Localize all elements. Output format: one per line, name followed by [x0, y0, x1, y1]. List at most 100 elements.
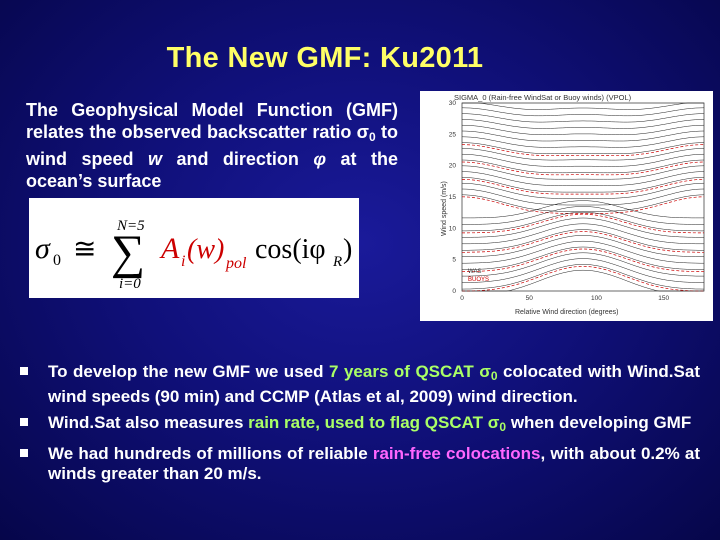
contour-line [461, 182, 705, 199]
contour-line [461, 264, 705, 290]
buoy-contour-line [461, 161, 705, 176]
sigma-symbol: σ [479, 362, 491, 381]
contour-line [461, 130, 705, 142]
plot-ylabel: Wind speed (m/s) [441, 181, 448, 236]
slide-title: The New GMF: Ku2011 [166, 42, 484, 74]
legend-was: WAS [468, 269, 481, 275]
contour-line [462, 211, 704, 232]
contour-line [462, 229, 704, 251]
contour-line [461, 194, 705, 212]
contour-line [461, 119, 705, 129]
bullet-text: To develop the new GMF we used [48, 362, 329, 381]
buoy-contour-line [461, 248, 705, 273]
formula-lhs-sub: 0 [53, 252, 61, 269]
y-tick-label: 10 [449, 225, 457, 232]
formula-term-arg: (w) [187, 234, 224, 265]
contour-line [462, 206, 704, 225]
bullet-highlight: rain rate, used to flag QSCAT [248, 413, 484, 432]
intro-line3: and direction [176, 149, 299, 169]
contour-line [461, 165, 705, 180]
intro-text: The Geophysical Model Function (GMF) rel… [26, 99, 398, 192]
bullet-text: Wind.Sat also measures [48, 413, 249, 432]
y-tick-labels: 0 5 10 15 20 25 30 [449, 100, 457, 295]
contour-line [462, 258, 704, 283]
formula-sum-top: N=5 [116, 218, 145, 234]
y-tick-label: 0 [452, 288, 456, 295]
contour-line [461, 142, 705, 154]
buoy-contour-line [462, 213, 704, 234]
plot-frame [461, 102, 705, 292]
legend-buoys: BUOYS [468, 277, 489, 283]
bullet-text: We had hundreds of millions of reliable [48, 443, 373, 463]
buoy-contour-line [462, 266, 704, 292]
y-tick-label: 30 [449, 100, 457, 107]
formula-approx: ≅ [73, 234, 96, 265]
sigma-symbol: σ [487, 413, 500, 432]
contour-line [462, 223, 704, 245]
y-tick-label: 25 [449, 131, 457, 138]
contour-line [461, 188, 705, 206]
contour-line [461, 171, 705, 186]
formula-term: A [159, 232, 180, 265]
contour-line [461, 113, 705, 123]
formula-term-pol: pol [225, 255, 247, 272]
plot-header: SIGMA_0 (Rain-free WindSat or Buoy winds… [454, 93, 632, 102]
contour-line [461, 177, 705, 193]
sigma-subscript: 0 [369, 130, 376, 144]
formula-cos-sub: R [332, 254, 342, 270]
contour-line [462, 102, 704, 110]
formula-sum-sign: ∑ [111, 226, 145, 279]
x-tick-labels: 0 50 100 150 [460, 295, 669, 302]
sigma-subscript: 0 [490, 369, 498, 383]
contour-line [461, 159, 705, 174]
phi-symbol: φ [313, 149, 327, 169]
contour-line [462, 240, 704, 264]
gmf-formula: σ 0 ≅ N=5 ∑ i=0 A i (w) pol cos(iφ R ) [35, 218, 352, 292]
bullet-text-rest: , with about 0.2% at winds greater than … [48, 443, 700, 484]
formula-image: σ 0 ≅ N=5 ∑ i=0 A i (w) pol cos(iφ R ) [29, 198, 359, 298]
contour-lines [461, 102, 705, 292]
x-tick-label: 50 [526, 295, 534, 302]
intro-line2: to wind speed [26, 122, 398, 169]
formula-close: ) [343, 234, 352, 265]
contour-line [461, 148, 705, 161]
contour-line [461, 124, 705, 135]
contour-plot-svg: SIGMA_0 (Rain-free WindSat or Buoy winds… [441, 93, 705, 316]
bullet-marker [20, 367, 28, 375]
contour-line [462, 252, 704, 277]
y-tick-label: 20 [449, 163, 457, 170]
contour-line [462, 269, 704, 292]
contour-line [461, 153, 705, 167]
sigma-symbol: σ [356, 122, 369, 142]
contour-line [461, 107, 705, 117]
formula-sum-bottom: i=0 [119, 276, 141, 292]
bullet-text-rest: colocated with Wind.Sat wind speeds (90 … [48, 362, 700, 406]
y-tick-label: 5 [452, 257, 456, 264]
buoy-contour-line [461, 144, 705, 157]
x-tick-label: 100 [591, 295, 602, 302]
contour-line [462, 217, 704, 238]
bullet-text-rest: when developing GMF [506, 413, 692, 432]
bullet-item: Wind.Sat also measures rain rate, used t… [20, 413, 700, 438]
bullet-item: To develop the new GMF we used 7 years o… [20, 362, 700, 407]
x-tick-label: 150 [658, 295, 669, 302]
formula-cos: cos(iφ [255, 234, 326, 265]
buoy-contour-line [461, 179, 705, 195]
w-symbol: w [147, 149, 162, 169]
bullet-marker [20, 418, 28, 426]
plot-xlabel: Relative Wind direction (degrees) [515, 309, 619, 316]
contour-line [462, 235, 704, 257]
buoy-contour-line [461, 196, 705, 214]
bullet-highlight: 7 years of QSCAT [329, 362, 474, 381]
contour-line [461, 246, 705, 270]
contour-line [462, 200, 704, 219]
bullet-marker [20, 448, 28, 457]
intro-line1: The Geophysical Model Function (GMF) rel… [26, 100, 398, 142]
sigma-subscript: 0 [499, 420, 507, 434]
sigma0-contour-plot: SIGMA_0 (Rain-free WindSat or Buoy winds… [420, 91, 713, 321]
intro-line4: at the ocean’s surface [26, 149, 398, 191]
formula-term-sub: i [181, 253, 185, 270]
x-tick-label: 0 [460, 295, 464, 302]
y-tick-label: 15 [449, 194, 457, 201]
bullet-item: We had hundreds of millions of reliable … [20, 444, 700, 485]
